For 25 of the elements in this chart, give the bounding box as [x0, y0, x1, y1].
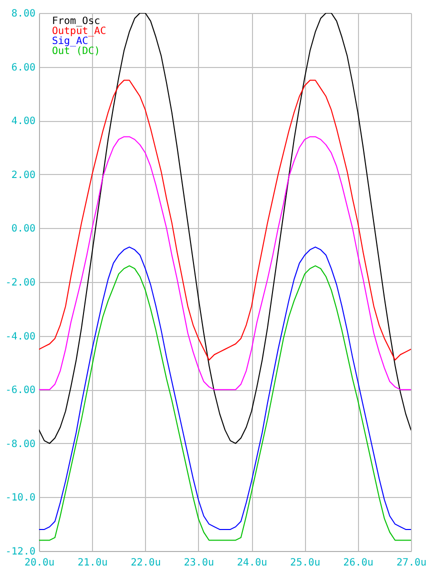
line-series [39, 136, 411, 390]
x-tick-label: 27.0u [396, 558, 427, 568]
x-tick-label: 20.0u [24, 558, 55, 568]
y-tick-label: -12.0 [5, 546, 36, 558]
x-tick-label: 22.0u [130, 558, 161, 568]
y-tick-label: -4.00 [5, 331, 36, 342]
y-tick-label: -2.00 [5, 278, 36, 288]
y-tick-label: -10.0 [5, 492, 36, 504]
y-tick-label: 2.00 [11, 170, 36, 181]
y-tick-label: 4.00 [11, 116, 36, 128]
line-series [39, 80, 411, 361]
text: Output_AC [52, 26, 106, 37]
y-tick-label: 6.00 [11, 62, 36, 74]
x-tick-label: 26.0u [343, 558, 374, 568]
text: Sig_AC [52, 36, 88, 47]
x-tick-label: 21.0u [78, 558, 108, 568]
x-tick-label: 25.0u [290, 558, 320, 568]
y-tick-label: -8.00 [5, 438, 36, 450]
y-tick-label: 8.00 [11, 8, 36, 20]
text: From_Osc [52, 16, 100, 27]
y-tick-label: 0.00 [11, 224, 36, 235]
y-tick-label: -6.00 [5, 385, 36, 396]
x-tick-label: 24.0u [237, 558, 268, 568]
text: Out (DC) [52, 46, 100, 57]
x-tick-label: 23.0u [184, 558, 214, 568]
